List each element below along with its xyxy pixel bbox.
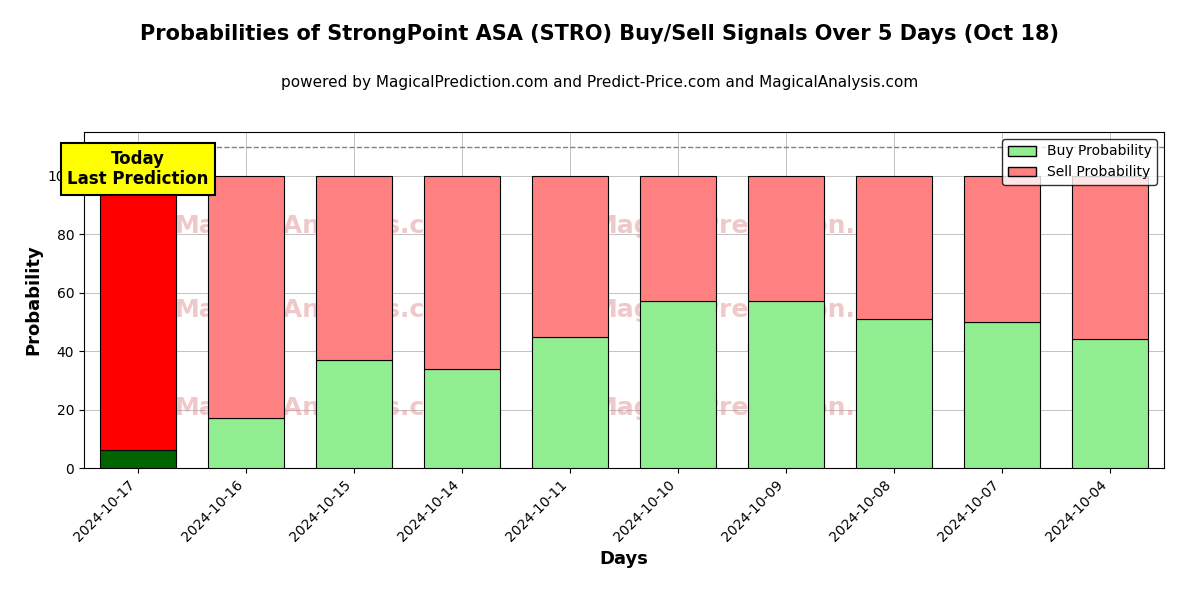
Bar: [425, 368, 500, 468]
Bar: [965, 176, 1039, 322]
Bar: [533, 176, 607, 337]
Text: MagicalPrediction.com: MagicalPrediction.com: [593, 214, 914, 238]
X-axis label: Days: Days: [600, 550, 648, 568]
Bar: [209, 418, 284, 468]
Y-axis label: Probability: Probability: [24, 245, 42, 355]
Bar: [1073, 340, 1147, 468]
Bar: [641, 301, 716, 468]
Bar: [749, 301, 824, 468]
Bar: [101, 451, 176, 468]
Text: Today
Last Prediction: Today Last Prediction: [67, 149, 209, 188]
Text: Probabilities of StrongPoint ASA (STRO) Buy/Sell Signals Over 5 Days (Oct 18): Probabilities of StrongPoint ASA (STRO) …: [140, 24, 1060, 44]
Text: MagicalAnalysis.com: MagicalAnalysis.com: [175, 214, 468, 238]
Text: MagicalAnalysis.com: MagicalAnalysis.com: [175, 395, 468, 419]
Bar: [1073, 176, 1147, 340]
Bar: [749, 176, 824, 301]
Text: MagicalPrediction.com: MagicalPrediction.com: [593, 298, 914, 322]
Text: MagicalPrediction.com: MagicalPrediction.com: [593, 395, 914, 419]
Text: MagicalAnalysis.com: MagicalAnalysis.com: [175, 298, 468, 322]
Text: powered by MagicalPrediction.com and Predict-Price.com and MagicalAnalysis.com: powered by MagicalPrediction.com and Pre…: [281, 75, 919, 90]
Bar: [857, 176, 932, 319]
Bar: [317, 360, 391, 468]
Legend: Buy Probability, Sell Probability: Buy Probability, Sell Probability: [1002, 139, 1157, 185]
Bar: [317, 176, 391, 360]
Bar: [101, 176, 176, 451]
Bar: [857, 319, 932, 468]
Bar: [533, 337, 607, 468]
Bar: [641, 176, 716, 301]
Bar: [425, 176, 500, 368]
Bar: [209, 176, 284, 418]
Bar: [965, 322, 1039, 468]
